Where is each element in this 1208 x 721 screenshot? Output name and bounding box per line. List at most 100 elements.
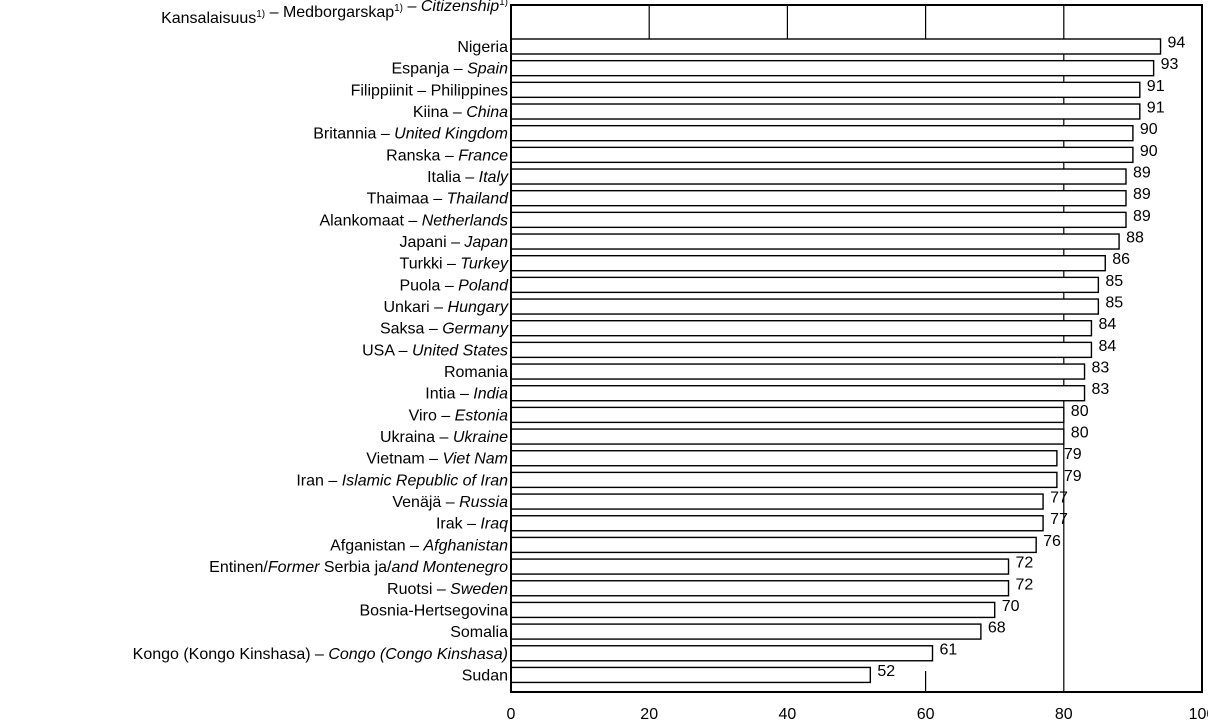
bar-14 bbox=[510, 341, 1093, 359]
value-labels: 9493919190908989898886858584848383808079… bbox=[877, 35, 1185, 680]
value-label-25: 72 bbox=[1016, 576, 1034, 593]
category-label-8: Alankomaat – Netherlands bbox=[319, 212, 508, 229]
category-label-16: Intia – India bbox=[425, 386, 508, 403]
category-label-27: Somalia bbox=[450, 624, 508, 641]
value-label-27: 68 bbox=[988, 620, 1006, 637]
value-label-15: 83 bbox=[1092, 360, 1110, 377]
category-label-23: Afganistan – Afghanistan bbox=[330, 537, 508, 554]
x-tick-label-20: 20 bbox=[640, 706, 658, 721]
value-label-0: 94 bbox=[1168, 35, 1186, 52]
bar-29 bbox=[510, 666, 872, 684]
category-label-28: Kongo (Kongo Kinshasa) – Congo (Congo Ki… bbox=[133, 646, 508, 663]
bar-1 bbox=[510, 59, 1155, 77]
bar-26 bbox=[510, 601, 996, 619]
x-tick-label-40: 40 bbox=[779, 706, 797, 721]
value-label-9: 88 bbox=[1126, 230, 1144, 247]
value-label-18: 80 bbox=[1071, 425, 1089, 442]
x-axis-ticks: 0 20 40 60 80 100 bbox=[507, 706, 1208, 721]
category-label-13: Saksa – Germany bbox=[380, 321, 509, 338]
value-label-19: 79 bbox=[1064, 446, 1082, 463]
plot-frame bbox=[510, 4, 1203, 693]
bar-11 bbox=[510, 276, 1100, 294]
category-label-12: Unkari – Hungary bbox=[383, 299, 509, 316]
category-label-7: Thaimaa – Thailand bbox=[367, 191, 510, 208]
bar-27 bbox=[510, 623, 982, 640]
bar-3 bbox=[510, 103, 1141, 120]
value-label-16: 83 bbox=[1092, 381, 1110, 398]
bar-0 bbox=[510, 38, 1162, 55]
category-label-14: USA – United States bbox=[362, 342, 508, 359]
value-label-5: 90 bbox=[1140, 143, 1158, 160]
category-label-1: Espanja – Spain bbox=[391, 61, 508, 78]
value-label-6: 89 bbox=[1133, 165, 1151, 182]
value-label-22: 77 bbox=[1050, 511, 1068, 528]
category-labels: Kansalaisuus1) – Medborgarskap1) – Citiz… bbox=[133, 0, 509, 684]
category-label-15: Romania bbox=[444, 364, 508, 381]
bar-6 bbox=[510, 168, 1127, 185]
category-label-19: Vietnam – Viet Nam bbox=[366, 451, 508, 468]
bar-18 bbox=[510, 428, 1065, 445]
category-label-5: Ranska – France bbox=[386, 147, 508, 164]
value-label-1: 93 bbox=[1161, 56, 1179, 73]
bar-5 bbox=[510, 146, 1134, 164]
category-label-6: Italia – Italy bbox=[427, 169, 509, 186]
bar-13 bbox=[510, 320, 1093, 337]
bar-23 bbox=[510, 536, 1037, 554]
header-label: Kansalaisuus1) – Medborgarskap1) – Citiz… bbox=[161, 0, 508, 27]
bar-10 bbox=[510, 254, 1106, 272]
value-label-20: 79 bbox=[1064, 468, 1082, 485]
x-tick-label-60: 60 bbox=[917, 706, 935, 721]
category-label-29: Sudan bbox=[462, 667, 508, 684]
category-label-2: Filippiinit – Philippines bbox=[351, 82, 508, 99]
bar-24 bbox=[510, 558, 1010, 575]
category-label-22: Irak – Iraq bbox=[436, 516, 508, 533]
x-tick-label-0: 0 bbox=[507, 706, 516, 721]
value-label-10: 86 bbox=[1112, 251, 1130, 268]
value-label-4: 90 bbox=[1140, 121, 1158, 138]
bar-2 bbox=[510, 81, 1141, 99]
value-label-3: 91 bbox=[1147, 100, 1165, 117]
value-label-17: 80 bbox=[1071, 403, 1089, 420]
bar-8 bbox=[510, 211, 1127, 229]
bar-12 bbox=[510, 298, 1100, 315]
bar-7 bbox=[510, 189, 1127, 207]
value-label-2: 91 bbox=[1147, 78, 1165, 95]
value-label-7: 89 bbox=[1133, 186, 1151, 203]
bar-4 bbox=[510, 124, 1134, 142]
bar-22 bbox=[510, 515, 1044, 532]
category-label-9: Japani – Japan bbox=[399, 234, 508, 251]
value-label-29: 52 bbox=[877, 663, 895, 680]
bar-19 bbox=[510, 450, 1058, 467]
value-label-12: 85 bbox=[1105, 295, 1123, 312]
x-tick-label-80: 80 bbox=[1055, 706, 1073, 721]
category-label-18: Ukraina – Ukraine bbox=[380, 429, 508, 446]
category-label-4: Britannia – United Kingdom bbox=[313, 126, 508, 143]
category-label-21: Venäjä – Russia bbox=[392, 494, 508, 511]
bar-15 bbox=[510, 363, 1086, 380]
category-label-10: Turkki – Turkey bbox=[400, 256, 509, 273]
bar-20 bbox=[510, 471, 1058, 489]
x-tick-label-100: 100 bbox=[1189, 706, 1208, 721]
value-label-13: 84 bbox=[1098, 316, 1116, 333]
category-label-20: Iran – Islamic Republic of Iran bbox=[296, 472, 508, 489]
category-label-17: Viro – Estonia bbox=[409, 407, 508, 424]
bar-21 bbox=[510, 493, 1044, 510]
value-label-14: 84 bbox=[1098, 338, 1116, 355]
bar-17 bbox=[510, 406, 1065, 424]
value-label-26: 70 bbox=[1002, 598, 1020, 615]
category-label-25: Ruotsi – Sweden bbox=[387, 581, 508, 598]
value-label-11: 85 bbox=[1105, 273, 1123, 290]
bar-16 bbox=[510, 385, 1086, 402]
value-label-21: 77 bbox=[1050, 490, 1068, 507]
value-label-24: 72 bbox=[1016, 555, 1034, 572]
value-label-28: 61 bbox=[940, 641, 958, 658]
bar-9 bbox=[510, 233, 1120, 250]
bar-25 bbox=[510, 580, 1010, 597]
category-label-26: Bosnia-Hertsegovina bbox=[359, 602, 508, 619]
category-label-24: Entinen/Former Serbia ja/and Montenegro bbox=[209, 559, 508, 576]
category-label-0: Nigeria bbox=[457, 39, 508, 56]
value-label-8: 89 bbox=[1133, 208, 1151, 225]
category-label-11: Puola – Poland bbox=[399, 277, 509, 294]
bar-28 bbox=[510, 645, 934, 662]
